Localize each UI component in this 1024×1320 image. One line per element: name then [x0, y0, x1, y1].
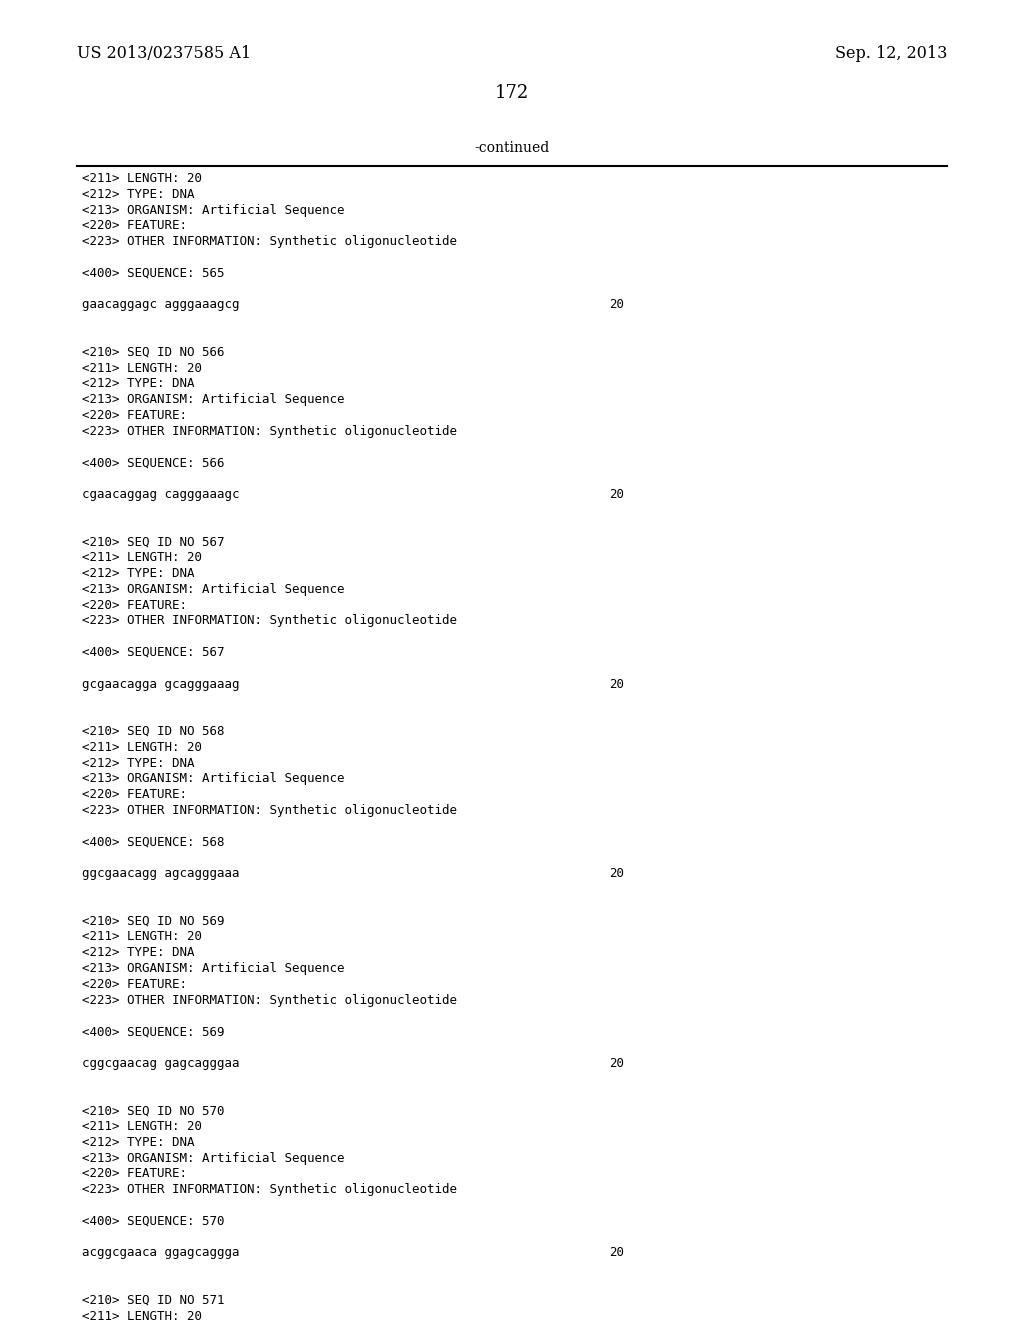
Text: <211> LENGTH: 20: <211> LENGTH: 20 [82, 1309, 202, 1320]
Text: cgaacaggag cagggaaagc: cgaacaggag cagggaaagc [82, 488, 240, 502]
Text: ggcgaacagg agcagggaaa: ggcgaacagg agcagggaaa [82, 867, 240, 880]
Text: <210> SEQ ID NO 571: <210> SEQ ID NO 571 [82, 1294, 224, 1307]
Text: 20: 20 [609, 1057, 625, 1069]
Text: 20: 20 [609, 867, 625, 880]
Text: <400> SEQUENCE: 565: <400> SEQUENCE: 565 [82, 267, 224, 280]
Text: <212> TYPE: DNA: <212> TYPE: DNA [82, 187, 195, 201]
Text: acggcgaaca ggagcaggga: acggcgaaca ggagcaggga [82, 1246, 240, 1259]
Text: <211> LENGTH: 20: <211> LENGTH: 20 [82, 552, 202, 564]
Text: <212> TYPE: DNA: <212> TYPE: DNA [82, 378, 195, 391]
Text: <220> FEATURE:: <220> FEATURE: [82, 788, 187, 801]
Text: <223> OTHER INFORMATION: Synthetic oligonucleotide: <223> OTHER INFORMATION: Synthetic oligo… [82, 425, 457, 438]
Text: <212> TYPE: DNA: <212> TYPE: DNA [82, 568, 195, 579]
Text: cggcgaacag gagcagggaa: cggcgaacag gagcagggaa [82, 1057, 240, 1069]
Text: <212> TYPE: DNA: <212> TYPE: DNA [82, 946, 195, 960]
Text: <212> TYPE: DNA: <212> TYPE: DNA [82, 1135, 195, 1148]
Text: <223> OTHER INFORMATION: Synthetic oligonucleotide: <223> OTHER INFORMATION: Synthetic oligo… [82, 614, 457, 627]
Text: <213> ORGANISM: Artificial Sequence: <213> ORGANISM: Artificial Sequence [82, 393, 344, 407]
Text: -continued: -continued [474, 141, 550, 154]
Text: <213> ORGANISM: Artificial Sequence: <213> ORGANISM: Artificial Sequence [82, 962, 344, 975]
Text: <223> OTHER INFORMATION: Synthetic oligonucleotide: <223> OTHER INFORMATION: Synthetic oligo… [82, 804, 457, 817]
Text: <213> ORGANISM: Artificial Sequence: <213> ORGANISM: Artificial Sequence [82, 203, 344, 216]
Text: <220> FEATURE:: <220> FEATURE: [82, 978, 187, 991]
Text: Sep. 12, 2013: Sep. 12, 2013 [835, 45, 947, 62]
Text: 20: 20 [609, 488, 625, 502]
Text: <223> OTHER INFORMATION: Synthetic oligonucleotide: <223> OTHER INFORMATION: Synthetic oligo… [82, 994, 457, 1007]
Text: <210> SEQ ID NO 568: <210> SEQ ID NO 568 [82, 725, 224, 738]
Text: 20: 20 [609, 298, 625, 312]
Text: <211> LENGTH: 20: <211> LENGTH: 20 [82, 931, 202, 944]
Text: <223> OTHER INFORMATION: Synthetic oligonucleotide: <223> OTHER INFORMATION: Synthetic oligo… [82, 235, 457, 248]
Text: <223> OTHER INFORMATION: Synthetic oligonucleotide: <223> OTHER INFORMATION: Synthetic oligo… [82, 1183, 457, 1196]
Text: <211> LENGTH: 20: <211> LENGTH: 20 [82, 172, 202, 185]
Text: <213> ORGANISM: Artificial Sequence: <213> ORGANISM: Artificial Sequence [82, 772, 344, 785]
Text: 20: 20 [609, 1246, 625, 1259]
Text: 20: 20 [609, 677, 625, 690]
Text: <210> SEQ ID NO 566: <210> SEQ ID NO 566 [82, 346, 224, 359]
Text: <220> FEATURE:: <220> FEATURE: [82, 598, 187, 611]
Text: 172: 172 [495, 84, 529, 102]
Text: <400> SEQUENCE: 567: <400> SEQUENCE: 567 [82, 645, 224, 659]
Text: <211> LENGTH: 20: <211> LENGTH: 20 [82, 1119, 202, 1133]
Text: <213> ORGANISM: Artificial Sequence: <213> ORGANISM: Artificial Sequence [82, 583, 344, 595]
Text: <210> SEQ ID NO 569: <210> SEQ ID NO 569 [82, 915, 224, 928]
Text: <400> SEQUENCE: 568: <400> SEQUENCE: 568 [82, 836, 224, 849]
Text: <400> SEQUENCE: 566: <400> SEQUENCE: 566 [82, 457, 224, 470]
Text: <210> SEQ ID NO 570: <210> SEQ ID NO 570 [82, 1105, 224, 1117]
Text: <211> LENGTH: 20: <211> LENGTH: 20 [82, 741, 202, 754]
Text: <220> FEATURE:: <220> FEATURE: [82, 219, 187, 232]
Text: gaacaggagc agggaaagcg: gaacaggagc agggaaagcg [82, 298, 240, 312]
Text: <213> ORGANISM: Artificial Sequence: <213> ORGANISM: Artificial Sequence [82, 1151, 344, 1164]
Text: gcgaacagga gcagggaaag: gcgaacagga gcagggaaag [82, 677, 240, 690]
Text: <220> FEATURE:: <220> FEATURE: [82, 1167, 187, 1180]
Text: US 2013/0237585 A1: US 2013/0237585 A1 [77, 45, 251, 62]
Text: <211> LENGTH: 20: <211> LENGTH: 20 [82, 362, 202, 375]
Text: <400> SEQUENCE: 570: <400> SEQUENCE: 570 [82, 1214, 224, 1228]
Text: <210> SEQ ID NO 567: <210> SEQ ID NO 567 [82, 536, 224, 548]
Text: <212> TYPE: DNA: <212> TYPE: DNA [82, 756, 195, 770]
Text: <400> SEQUENCE: 569: <400> SEQUENCE: 569 [82, 1026, 224, 1039]
Text: <220> FEATURE:: <220> FEATURE: [82, 409, 187, 422]
